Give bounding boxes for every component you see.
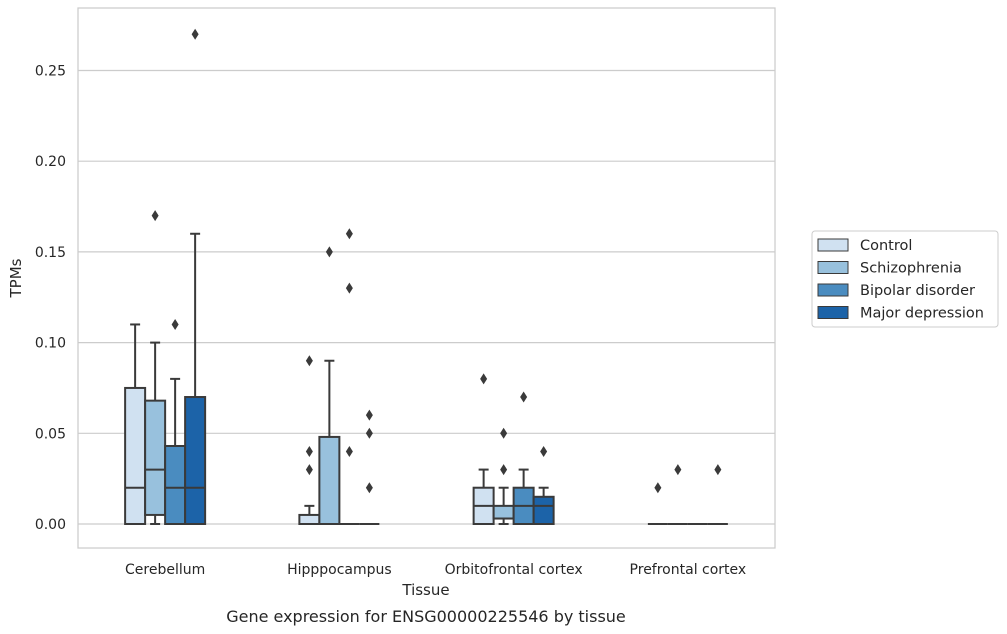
box <box>124 323 147 526</box>
outlier-point <box>191 28 199 40</box>
series-major-depression <box>184 28 728 526</box>
series-control <box>124 323 668 526</box>
box <box>532 445 555 526</box>
box <box>339 228 360 525</box>
y-tick-label: 0.25 <box>35 64 66 80</box>
box <box>184 28 207 525</box>
outlier-point <box>345 228 353 240</box>
outlier-point <box>674 464 682 476</box>
legend-swatch <box>817 238 849 252</box>
box <box>298 355 321 525</box>
box-body <box>492 504 515 520</box>
box <box>647 482 668 525</box>
plot-frame <box>77 7 776 549</box>
legend-swatch <box>817 261 849 274</box>
series-schizophrenia <box>144 210 688 526</box>
x-tick-label: Hipppocampus <box>287 562 392 578</box>
box <box>144 210 167 525</box>
outlier-point <box>714 464 722 476</box>
outlier-point <box>365 482 373 494</box>
box-body <box>318 435 341 526</box>
outlier-point <box>520 391 528 403</box>
box <box>359 409 380 525</box>
y-tick-label: 0.10 <box>35 336 66 352</box>
box <box>512 391 535 525</box>
legend-label: Major depression <box>860 306 984 322</box>
outlier-point <box>305 355 313 367</box>
x-tick-labels: Cerebellum Hipppocampus Orbitofrontal cort… <box>125 562 746 578</box>
y-axis-label: TPMs <box>7 258 25 298</box>
box <box>492 427 515 525</box>
y-tick-label: 0.05 <box>35 426 66 442</box>
box-body <box>124 386 147 526</box>
box <box>472 373 495 525</box>
outlier-point <box>305 445 313 457</box>
outlier-point <box>171 318 179 330</box>
legend-swatch <box>817 306 849 319</box>
y-tick-labels: 0.00 0.05 0.10 0.15 0.20 0.25 <box>35 64 66 534</box>
x-tick-label: Orbitofrontal cortex <box>445 562 583 578</box>
outlier-point <box>151 210 159 222</box>
box-series <box>124 28 728 526</box>
box-body <box>144 399 167 516</box>
legend-swatch <box>817 283 849 297</box>
box <box>707 464 728 525</box>
x-axis-label: Tissue <box>401 581 449 599</box>
x-tick-label: Prefrontal cortex <box>630 562 747 578</box>
box-body <box>532 495 555 526</box>
box-body <box>164 444 187 525</box>
y-tick-label: 0.00 <box>35 517 66 533</box>
y-tick-label: 0.15 <box>35 245 66 261</box>
outlier-point <box>365 409 373 421</box>
legend-label: Schizophrenia <box>860 261 962 277</box>
outlier-point <box>365 427 373 439</box>
legend-label: Control <box>860 238 912 254</box>
outlier-point <box>325 246 333 258</box>
outlier-point <box>500 464 508 476</box>
outlier-point <box>500 427 508 439</box>
series-bipolar-disorder <box>164 228 708 525</box>
outlier-point <box>480 373 488 385</box>
outlier-point <box>540 445 548 457</box>
outlier-point <box>654 482 662 494</box>
outlier-point <box>345 282 353 294</box>
chart-caption: Gene expression for ENSG00000225546 by t… <box>226 607 626 626</box>
outlier-point <box>305 464 313 476</box>
box-body <box>184 396 207 525</box>
legend-frame <box>811 230 999 328</box>
box <box>318 246 341 526</box>
y-tick-label: 0.20 <box>35 154 66 170</box>
outlier-point <box>345 445 353 457</box>
legend-label: Bipolar disorder <box>860 283 975 299</box>
box <box>667 464 688 525</box>
box-body <box>298 513 321 525</box>
legend: Control Schizophrenia Bipolar disorder Majo… <box>811 230 999 328</box>
box <box>164 318 187 525</box>
x-tick-label: Cerebellum <box>125 562 205 578</box>
